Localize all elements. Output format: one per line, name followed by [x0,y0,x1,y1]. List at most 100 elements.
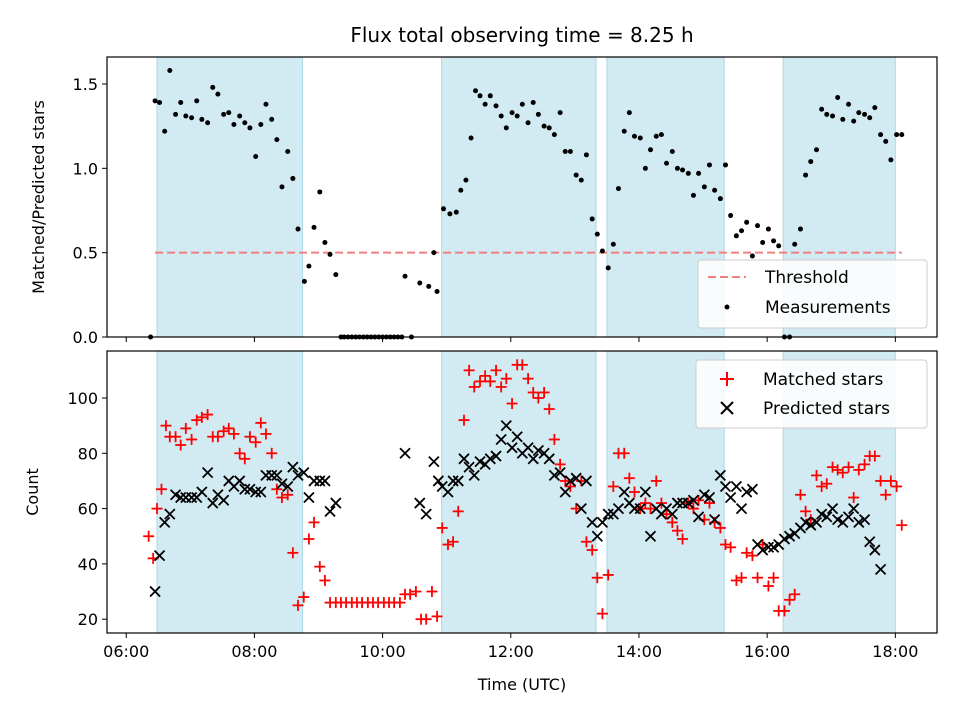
predicted-star-point [282,480,294,493]
measurement-point [237,113,243,119]
predicted-star-point [602,508,614,520]
predicted-star-point [564,475,577,487]
matched-star-point [532,392,544,404]
measurement-point [621,128,627,134]
bottom-panel-shaded-regions [156,350,896,634]
matched-star-point [431,610,443,622]
measurement-point [835,94,841,100]
matched-star-point [282,489,294,501]
predicted-star-point [671,497,684,509]
matched-star-point [784,594,796,606]
measurement-point [637,135,643,141]
measurement-point [317,189,323,195]
predicted-star-point [244,483,256,495]
bottom-x-axis: 06:00 08:00 10:00 12:00 14:00 16:00 18:00 [103,633,918,661]
measurement-point [503,125,509,131]
measurement-point [157,100,163,106]
matched-star-point [143,530,155,542]
matched-star-point [853,464,865,476]
matched-star-point [495,381,507,393]
predicted-star-stroke [414,497,426,509]
measurement-point [274,137,280,143]
predicted-star-point [618,486,630,498]
bottom-shaded-region [156,350,303,634]
matched-star-point [693,494,705,506]
predicted-star-point [762,541,775,553]
matched-star-point [250,436,262,448]
measurement-point [599,248,605,254]
predicted-star-point [159,516,171,529]
measurement-point [562,148,568,154]
matched-star-point [848,492,860,504]
predicted-star-point [703,491,716,504]
matched-star-point [768,572,780,584]
matched-star-point [271,483,283,495]
predicted-star-stroke [858,514,871,526]
measurement-point [830,113,836,119]
measurement-point [674,165,680,171]
predicted-star-point [196,486,208,498]
matched-star-point [752,572,764,584]
measurement-point [498,113,504,119]
matched-star-point [875,475,887,487]
predicted-star-stroke [698,489,710,501]
measurement-point [279,184,285,190]
predicted-star-point [495,433,507,446]
predicted-star-stroke [799,516,812,529]
predicted-star-point [869,544,881,556]
predicted-star-point [821,511,833,523]
predicted-star-point [185,491,198,504]
matched-star-point [260,428,272,440]
predicted-star-point [612,502,625,515]
measurement-point [199,116,205,122]
predicted-star-stroke [484,453,496,465]
predicted-star-stroke [618,486,630,498]
measurement-point [771,238,777,244]
predicted-star-point [543,453,555,465]
predicted-star-point [292,469,304,482]
measurement-point [247,125,253,131]
measurement-point [447,211,453,217]
x-tick-label: 08:00 [231,642,277,661]
predicted-star-stroke [314,475,326,487]
measurement-point [541,123,547,129]
matched-star-point [484,375,496,387]
measurement-point [327,251,333,257]
measurement-point [814,147,820,153]
matched-star-point [303,533,315,545]
measurement-point [434,288,440,294]
matched-star-point [420,613,432,625]
measurement-point [846,101,852,107]
predicted-star-stroke [810,516,823,529]
measurement-point [205,120,211,126]
measurement-point [178,100,184,106]
predicted-star-point [207,497,219,509]
matched-star-point [436,522,448,534]
matched-star-point [827,461,839,473]
matched-star-point [762,580,774,592]
bottom-y-tick-label: 100 [67,389,98,408]
legend-predicted-swatch [720,401,734,415]
bottom-y-axis-label: Count [23,468,42,516]
measurement-point [894,132,900,138]
top-y-tick-label: 0.5 [73,244,98,263]
legend-measurements-swatch [724,304,730,310]
matched-star-point [661,508,673,520]
matched-star-point [832,464,844,476]
predicted-star-stroke [500,420,512,432]
measurement-point [242,120,248,126]
predicted-star-stroke [490,450,502,462]
matched-star-point [255,417,267,429]
measurement-point [824,111,830,117]
matched-star-point [671,525,683,537]
matched-star-point [490,364,502,376]
matched-star-point [202,409,214,421]
bottom-y-tick-label: 20 [78,610,98,629]
measurement-point [792,241,798,247]
measurement-point [776,243,782,249]
predicted-star-point [864,536,876,548]
matched-star-point [623,472,635,484]
predicted-star-point [719,480,732,493]
measurement-point [899,132,905,138]
predicted-star-stroke [644,530,657,542]
